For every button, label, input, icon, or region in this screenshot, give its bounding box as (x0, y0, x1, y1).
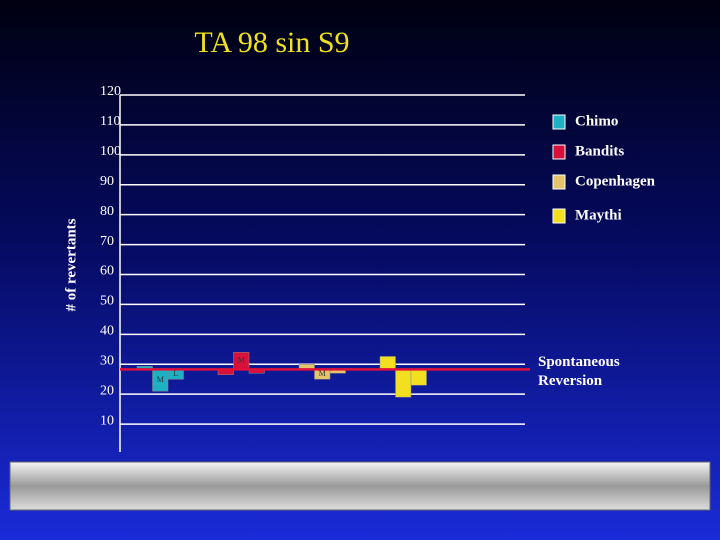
legend-label: Chimo (575, 113, 618, 129)
legend-label: Maythi (575, 207, 622, 223)
bar-label: M (238, 356, 245, 365)
baseline-label: Spontaneous Reversion (538, 354, 620, 389)
legend-swatch (552, 144, 566, 160)
bar-label: M (319, 369, 326, 378)
y-tick-label: 100 (100, 144, 121, 159)
bar (379, 356, 396, 370)
y-tick-label: 60 (100, 264, 114, 279)
y-tick-label: 30 (100, 353, 114, 368)
y-tick-label: 70 (100, 234, 114, 249)
y-tick-label: 10 (100, 413, 114, 428)
legend-label: Bandits (575, 143, 624, 159)
bar (395, 369, 412, 398)
y-tick-label: 20 (100, 383, 114, 398)
y-tick-label: 80 (100, 204, 114, 219)
legend-swatch (552, 208, 566, 224)
bar-label: M (157, 375, 164, 384)
legend-swatch (552, 174, 566, 190)
y-tick-label: 120 (100, 84, 121, 99)
bar-label: L (173, 369, 178, 378)
y-axis-label: # of revertants (63, 218, 79, 311)
legend-label: Copenhagen (575, 173, 656, 189)
bar (410, 369, 427, 386)
legend-swatch (552, 114, 566, 130)
y-tick-label: 110 (100, 114, 120, 129)
y-tick-label: 90 (100, 174, 114, 189)
y-tick-label: 50 (100, 294, 114, 309)
y-tick-label: 40 (100, 324, 114, 339)
footer-bar (9, 461, 711, 511)
chart-title: TA 98 sin S9 (194, 26, 349, 59)
